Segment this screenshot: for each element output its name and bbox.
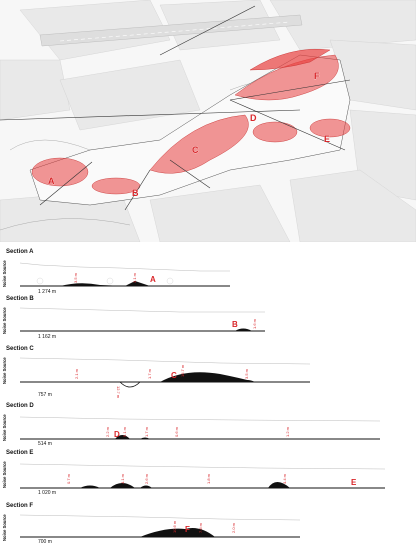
section-distance: 1 274 m bbox=[38, 289, 57, 295]
noise-zones bbox=[31, 49, 351, 195]
section-distance: 700 m bbox=[38, 539, 52, 545]
section-profile: 1.6 m B bbox=[19, 307, 265, 332]
section-d: Section D Noise Source 2.2 m 5.1 m 1.7 m… bbox=[0, 403, 416, 459]
section-distance: 1 162 m bbox=[38, 334, 57, 340]
runway bbox=[39, 14, 303, 47]
section-profile: 2.1 m 12.7 m 1.7 m 16.7 m 3.5 m C bbox=[19, 357, 311, 399]
height-label: 10.6 m bbox=[172, 520, 177, 533]
height-label: 3.1 m bbox=[132, 272, 137, 283]
height-label: 4.1 m bbox=[120, 473, 125, 484]
section-marker: B bbox=[232, 320, 238, 329]
section-title: Section E bbox=[6, 450, 34, 456]
height-label: 1.7 m bbox=[147, 368, 152, 379]
height-label: 2.0 m bbox=[231, 522, 236, 533]
height-label: 16.7 m bbox=[180, 364, 185, 377]
height-label: 1.2 m bbox=[285, 426, 290, 437]
section-marker: A bbox=[150, 275, 156, 284]
section-distance: 757 m bbox=[38, 392, 52, 398]
height-label: 1.7 m bbox=[144, 426, 149, 437]
section-b: Section B Noise Source 1.6 m B 1 162 m bbox=[0, 296, 416, 352]
section-title: Section F bbox=[6, 503, 34, 509]
section-profile: 2.2 m 5.1 m 1.7 m 0.6 m 1.2 m D bbox=[19, 416, 381, 440]
height-label: 3.5 m bbox=[244, 368, 249, 379]
section-marker: F bbox=[185, 525, 190, 534]
zone-label-b: B bbox=[132, 188, 139, 198]
section-f: Section F Noise Source 10.6 m 7.8 m 2.0 … bbox=[0, 503, 416, 559]
section-profile: 0.7 m 4.1 m 2.6 m 1.8 m 4.4 m E bbox=[19, 463, 386, 489]
section-e: Section E Noise Source 0.7 m 4.1 m 2.6 m… bbox=[0, 450, 416, 506]
height-label: 1.6 m bbox=[252, 318, 257, 329]
section-marker: D bbox=[114, 430, 120, 439]
section-a: Section A Noise Source 3.5 m 3.1 m A 1 2… bbox=[0, 249, 416, 305]
zone-label-f: F bbox=[314, 71, 320, 81]
site-plan-map: A B C D E F bbox=[0, 0, 416, 242]
section-distance: 514 m bbox=[38, 441, 52, 447]
height-label: 7.8 m bbox=[198, 522, 203, 533]
zone-label-a: A bbox=[48, 176, 55, 186]
height-label: 2.6 m bbox=[144, 473, 149, 484]
height-label: 0.7 m bbox=[66, 473, 71, 484]
height-label: 1.8 m bbox=[206, 473, 211, 484]
section-title: Section C bbox=[6, 346, 34, 352]
section-marker: E bbox=[351, 478, 357, 487]
height-label: 12.7 m bbox=[116, 386, 121, 399]
city-blocks bbox=[0, 0, 416, 242]
height-label: 5.1 m bbox=[122, 426, 127, 437]
zone-label-d: D bbox=[250, 113, 257, 123]
section-distance: 1 020 m bbox=[38, 490, 57, 496]
height-label: 2.2 m bbox=[105, 426, 110, 437]
height-label: 2.1 m bbox=[74, 368, 79, 379]
height-label: 4.4 m bbox=[282, 473, 287, 484]
section-profile: 10.6 m 7.8 m 2.0 m F bbox=[19, 514, 301, 538]
zone-label-c: C bbox=[192, 145, 199, 155]
section-profile: 3.5 m 3.1 m A bbox=[19, 262, 230, 287]
section-title: Section A bbox=[6, 249, 34, 255]
height-label: 0.6 m bbox=[174, 426, 179, 437]
zone-label-e: E bbox=[324, 134, 330, 144]
section-lines bbox=[0, 5, 351, 211]
section-title: Section D bbox=[6, 403, 34, 409]
section-marker: C bbox=[171, 371, 177, 380]
section-c: Section C Noise Source 2.1 m 12.7 m 1.7 … bbox=[0, 346, 416, 402]
height-label: 3.5 m bbox=[73, 272, 78, 283]
section-title: Section B bbox=[6, 296, 34, 302]
